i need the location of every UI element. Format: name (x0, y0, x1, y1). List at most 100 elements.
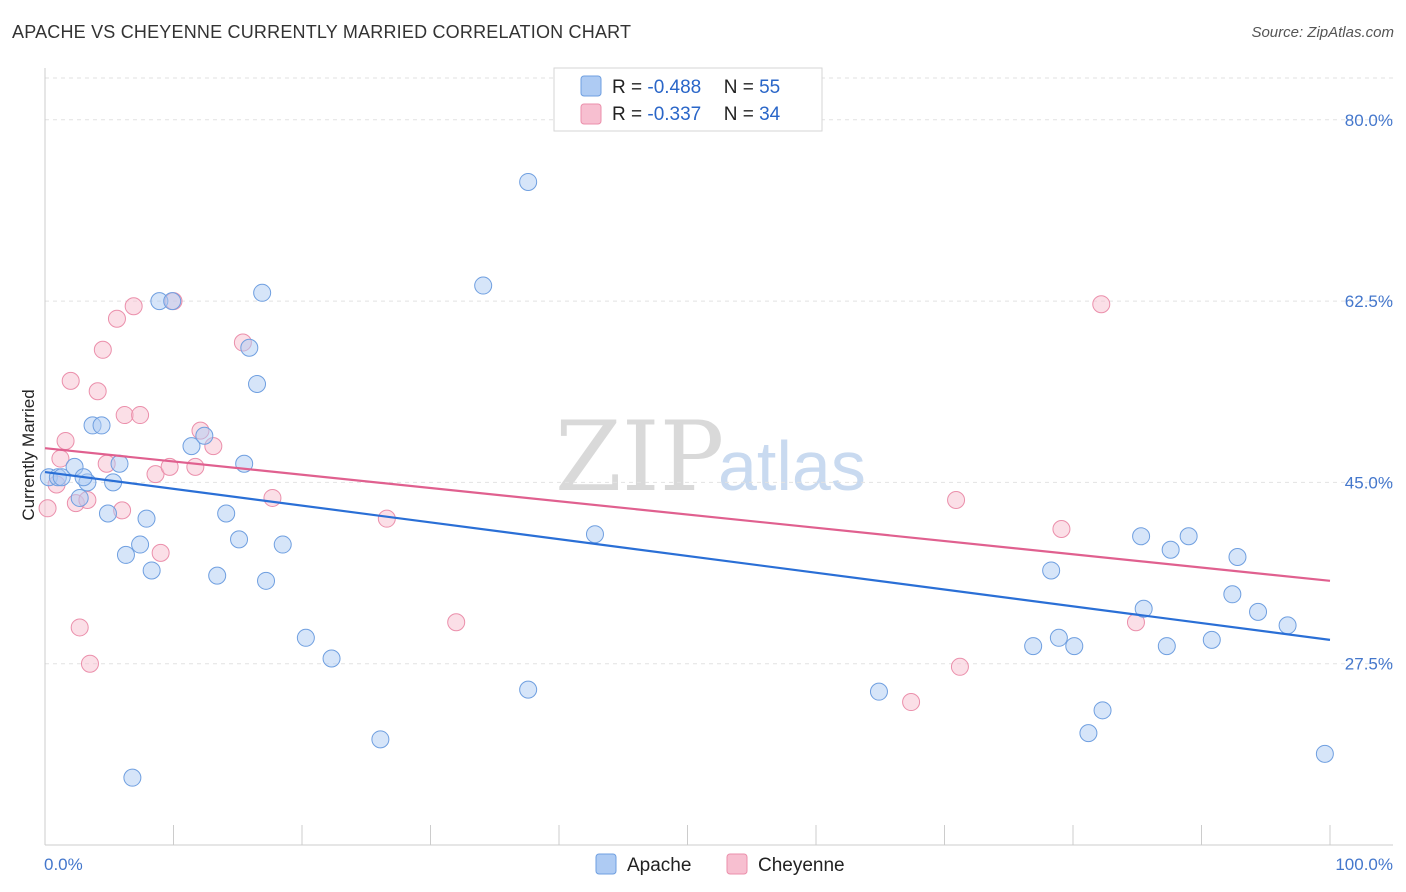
legend-n-value: 55 (759, 77, 780, 98)
y-tick-label: 45.0% (1345, 473, 1393, 492)
data-point-cheyenne (115, 406, 134, 425)
trend-line-cheyenne (44, 447, 1331, 582)
y-tick-label: 27.5% (1345, 655, 1393, 674)
trend-lines (44, 447, 1331, 641)
data-point-apache (1179, 527, 1198, 546)
data-point-cheyenne (131, 406, 150, 425)
bottom-legend: Apache Cheyenne (595, 853, 845, 876)
data-point-apache (1093, 701, 1112, 720)
data-point-apache (131, 535, 150, 554)
data-point-apache (253, 283, 272, 302)
data-point-apache (208, 566, 227, 585)
y-tick-labels: 27.5% 45.0% 62.5% 80.0% (1345, 111, 1393, 674)
legend: R = -0.488 N = 55 R = -0.337 N = 34 (553, 67, 823, 132)
data-point-cheyenne (88, 382, 107, 401)
data-point-apache (1079, 724, 1098, 743)
data-point-cheyenne (902, 693, 921, 712)
data-point-apache (230, 530, 249, 549)
chart-title: APACHE VS CHEYENNE CURRENTLY MARRIED COR… (12, 22, 632, 42)
data-point-apache (257, 571, 276, 590)
legend-r-value: -0.337 (647, 104, 701, 125)
legend-n-label: N = (724, 104, 759, 125)
data-point-apache (1223, 585, 1242, 604)
data-point-cheyenne (107, 309, 126, 328)
data-point-apache (182, 437, 201, 456)
data-point-cheyenne (447, 613, 466, 632)
data-point-cheyenne (146, 465, 165, 484)
data-point-apache (273, 535, 292, 554)
data-point-apache (98, 504, 117, 523)
data-point-apache (322, 649, 341, 668)
data-point-apache (217, 504, 236, 523)
data-point-cheyenne (950, 657, 969, 676)
data-point-apache (519, 680, 538, 699)
bottom-legend-swatch-apache (595, 853, 617, 875)
legend-swatch-apache (580, 75, 602, 97)
data-point-apache (123, 768, 142, 787)
data-point-apache (142, 561, 161, 580)
bottom-legend-swatch-cheyenne (726, 853, 748, 875)
data-point-apache (163, 292, 182, 311)
data-point-apache (585, 525, 604, 544)
legend-n-value: 34 (759, 104, 781, 125)
source-label: Source: ZipAtlas.com (1251, 24, 1394, 41)
x-tick-label-min: 0.0% (44, 855, 83, 874)
data-point-apache (371, 730, 390, 749)
data-point-apache (1249, 602, 1268, 621)
data-point-apache (116, 545, 135, 564)
data-point-apache (1134, 599, 1153, 618)
data-point-apache (519, 172, 538, 191)
watermark-atlas: atlas (718, 427, 866, 505)
data-point-apache (1315, 744, 1334, 763)
y-axis-label: Currently Married (19, 389, 38, 520)
x-tick-label-max: 100.0% (1335, 855, 1393, 874)
legend-r-label: R = (612, 104, 647, 125)
legend-r-value: -0.488 (647, 77, 701, 98)
watermark-zip: ZIP (555, 401, 724, 513)
data-point-apache (195, 426, 214, 445)
data-point-cheyenne (80, 654, 99, 673)
data-point-apache (1042, 561, 1061, 580)
data-point-cheyenne (151, 543, 170, 562)
data-point-cheyenne (56, 431, 75, 450)
data-point-apache (1049, 628, 1068, 647)
data-point-cheyenne (61, 371, 80, 390)
data-point-apache (1161, 540, 1180, 559)
legend-row-cheyenne: R = -0.337 N = 34 (612, 104, 781, 125)
data-point-apache (1228, 547, 1247, 566)
y-tick-label: 62.5% (1345, 292, 1393, 311)
data-point-cheyenne (93, 340, 112, 359)
data-point-apache (240, 338, 259, 357)
data-point-cheyenne (1052, 520, 1071, 539)
bottom-legend-label-cheyenne: Cheyenne (758, 855, 845, 876)
data-point-cheyenne (1092, 295, 1111, 314)
data-point-apache (296, 628, 315, 647)
data-point-cheyenne (186, 457, 205, 476)
data-point-cheyenne (38, 499, 57, 518)
legend-r-label: R = (612, 77, 647, 98)
data-point-apache (474, 276, 493, 295)
data-point-apache (1278, 616, 1297, 635)
data-point-cheyenne (263, 488, 282, 507)
legend-n-label: N = (724, 77, 759, 98)
axes (44, 68, 1393, 846)
data-point-apache (1157, 637, 1176, 656)
data-point-apache (1065, 637, 1084, 656)
legend-swatch-cheyenne (580, 103, 602, 125)
data-point-cheyenne (124, 297, 143, 316)
data-point-apache (137, 509, 156, 528)
series-apache (39, 172, 1334, 787)
data-point-apache (1132, 527, 1151, 546)
data-point-apache (92, 416, 111, 435)
data-point-apache (248, 374, 267, 393)
data-point-cheyenne (70, 618, 89, 637)
data-point-apache (869, 682, 888, 701)
bottom-legend-label-apache: Apache (627, 855, 691, 876)
y-tick-label: 80.0% (1345, 111, 1393, 130)
gridlines (45, 77, 1393, 665)
watermark: ZIP atlas (555, 401, 866, 513)
data-point-apache (70, 488, 89, 507)
data-point-cheyenne (377, 509, 396, 528)
x-tick-labels: 0.0% 100.0% (44, 855, 1393, 874)
